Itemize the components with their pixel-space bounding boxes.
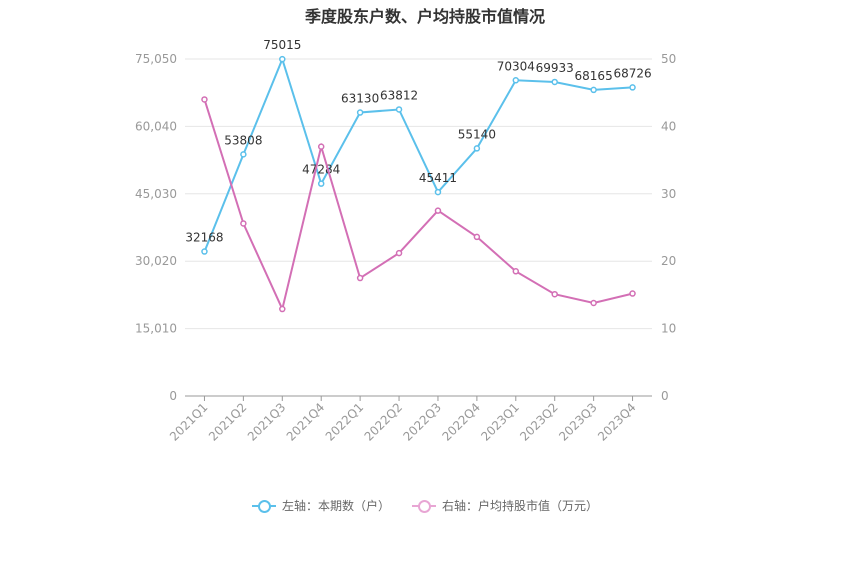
data-point-households [395,106,403,113]
right-axis-tick-label: 30 [661,187,676,201]
data-point-households [201,248,208,255]
data-label: 63130 [341,92,379,106]
data-point-households [512,77,520,84]
data-label: 75015 [263,38,301,52]
x-axis-tick-label: 2023Q4 [595,400,639,444]
right-axis-tick-label: 40 [661,119,676,133]
x-axis-tick-label: 2023Q1 [478,400,522,444]
data-point-avg-value [629,290,636,297]
legend-item-households[interactable]: 左轴：本期数（户） [251,497,390,514]
data-label: 55140 [458,127,496,141]
legend: 左轴：本期数（户） 右轴：户均持股市值（万元） [0,497,850,514]
data-point-households [434,188,442,196]
data-label: 68165 [575,69,613,83]
x-axis-tick-label: 2023Q3 [556,400,600,444]
x-axis-tick-label: 2021Q2 [206,400,250,444]
data-point-households [629,84,636,91]
x-axis-tick-label: 2021Q3 [245,400,289,444]
data-point-households [279,55,286,63]
legend-item-avg-value[interactable]: 右轴：户均持股市值（万元） [412,497,598,514]
data-label: 69933 [536,61,574,75]
legend-swatch-households [251,499,276,513]
data-point-avg-value [434,207,442,214]
data-point-households [356,109,364,116]
data-point-households [473,145,481,152]
series-line-avg-value [203,99,633,313]
left-axis-tick-label: 15,010 [135,322,177,336]
data-point-avg-value [279,305,286,313]
left-axis-tick-label: 45,030 [135,187,177,201]
data-point-households [317,180,325,187]
x-axis-tick-label: 2022Q1 [323,400,367,444]
x-axis-tick-label: 2022Q4 [439,400,483,444]
right-axis-tick-label: 0 [661,389,669,403]
left-axis-tick-label: 60,040 [135,119,177,133]
right-axis-tick-label: 50 [661,52,676,66]
x-axis-tick-label: 2021Q4 [284,400,328,444]
x-axis-tick-label: 2023Q2 [517,400,561,444]
series-line-households [203,56,633,252]
data-point-avg-value [551,290,558,298]
data-label: 70304 [497,59,535,73]
right-axis-tick-label: 20 [661,254,676,268]
legend-label-avg-value: 右轴：户均持股市值（万元） [442,499,599,513]
legend-swatch-avg-value [412,499,436,513]
data-point-avg-value [395,249,403,257]
data-point-households [590,86,597,94]
left-axis-tick-label: 0 [169,389,177,403]
data-point-avg-value [356,274,364,282]
left-axis-tick-label: 30,020 [135,254,177,268]
data-point-avg-value [201,96,208,103]
left-axis-tick-label: 75,050 [135,52,177,66]
x-axis-tick-label: 2021Q1 [167,400,211,444]
data-label: 32168 [185,231,223,245]
data-point-avg-value [240,220,247,227]
right-axis-tick-label: 10 [661,322,676,336]
data-point-avg-value [473,233,481,241]
data-point-households [551,78,558,86]
data-label: 45411 [419,171,457,185]
legend-label-households: 左轴：本期数（户） [281,499,390,513]
data-point-households [240,151,247,158]
data-point-avg-value [512,268,520,275]
x-axis-tick-label: 2022Q2 [362,400,406,444]
chart-title: 季度股东户数、户均持股市值情况 [304,7,545,26]
data-point-avg-value [590,299,597,307]
data-label: 47284 [302,163,340,177]
data-label: 63812 [380,88,418,102]
data-label: 53808 [224,133,262,147]
data-label: 68726 [613,66,651,80]
data-point-avg-value [317,143,325,150]
x-axis-tick-label: 2022Q3 [401,400,445,444]
